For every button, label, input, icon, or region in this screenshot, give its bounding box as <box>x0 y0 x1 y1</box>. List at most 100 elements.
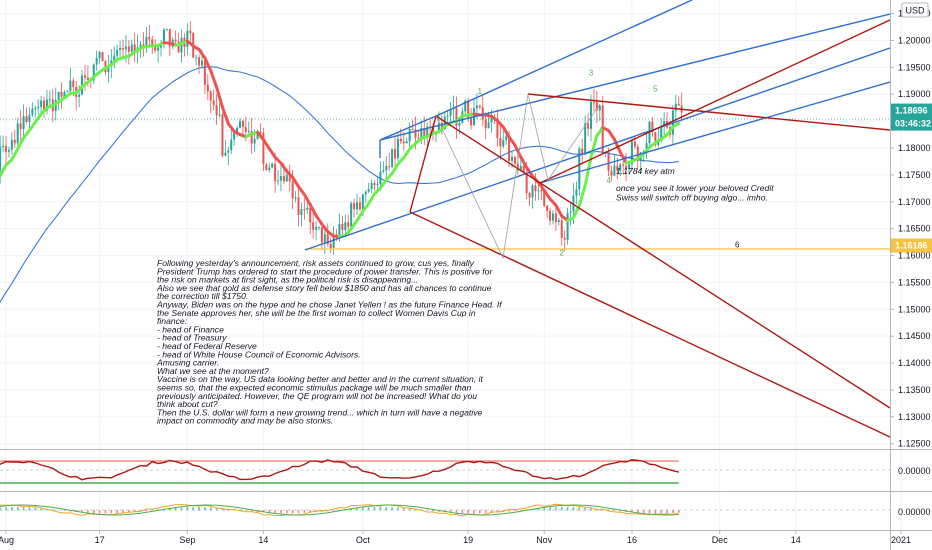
currency-badge[interactable]: USD <box>901 2 929 18</box>
candle-body <box>478 105 481 108</box>
candle-body <box>151 39 154 45</box>
candle-body <box>443 116 446 130</box>
candle-body <box>531 185 534 198</box>
main-pane[interactable] <box>0 0 890 449</box>
candle-body <box>616 165 619 171</box>
red-down-line-3 <box>527 93 891 131</box>
osc2-histogram-bar <box>204 507 206 511</box>
candle-body <box>0 146 2 171</box>
osc2-histogram-bar <box>449 510 452 513</box>
candle-body <box>195 57 198 59</box>
candle-body <box>300 209 303 215</box>
candle-body <box>674 103 677 111</box>
red-up-line-1 <box>539 19 891 184</box>
short-ma-segment <box>197 47 207 60</box>
time-tick-label: 14 <box>258 535 268 545</box>
osc2-histogram-bar <box>391 507 393 511</box>
candle-body <box>145 36 148 46</box>
candle-body <box>391 149 394 167</box>
candle-body <box>95 58 98 65</box>
candle-body <box>66 91 69 93</box>
candle-body <box>215 104 218 116</box>
price-tick-label: 1.19000 <box>898 89 931 99</box>
osc2-histogram-bar <box>572 507 575 511</box>
short-ma-segment <box>220 105 230 126</box>
candle-body <box>236 127 239 133</box>
wave-label: 3 <box>589 68 594 77</box>
candle-body <box>364 191 367 195</box>
osc2-histogram-bar <box>110 510 113 514</box>
candle-body <box>367 189 370 192</box>
candle-body <box>350 203 353 227</box>
candle-body <box>490 118 493 123</box>
blue-trend-lines[interactable] <box>304 0 891 251</box>
osc2-histogram-bar <box>274 510 276 514</box>
candle-body <box>373 183 376 186</box>
wave-label: 5 <box>653 85 658 94</box>
price-label-text: 03:46:32 <box>895 119 931 129</box>
red-trend-lines[interactable] <box>409 19 891 438</box>
key-level-note: 1.1784 key atm <box>616 166 675 176</box>
osc2-histogram-bar <box>356 507 358 511</box>
osc2-histogram-bar <box>332 510 335 511</box>
osc2-histogram-bar <box>145 510 148 512</box>
main-note-line: impact on commodity and may be also ston… <box>157 416 333 426</box>
candle-body <box>19 123 22 129</box>
candle-body <box>119 47 122 50</box>
candle-body <box>142 44 145 46</box>
candle-body <box>294 197 297 199</box>
candle-body <box>230 139 233 151</box>
candle-body <box>540 190 543 192</box>
short-ma-segment <box>33 112 43 124</box>
time-axis[interactable]: Aug17Sep14Oct19Nov16Dec14202118 <box>0 530 932 545</box>
osc2-histogram-bar <box>291 510 294 514</box>
candle-body <box>370 183 373 190</box>
candle-body <box>502 140 505 147</box>
candle-body <box>320 227 323 243</box>
candle-body <box>265 164 268 170</box>
osc2-histogram-bar <box>385 507 388 511</box>
osc2-histogram-bar <box>619 510 622 512</box>
osc2-histogram-bar <box>484 510 487 514</box>
candle-body <box>607 152 610 171</box>
osc2-histogram-bar <box>490 510 493 513</box>
short-ma-segment <box>361 201 371 213</box>
candle-body <box>657 140 660 146</box>
osc2-histogram-bar <box>28 507 31 511</box>
short-ma-segment <box>554 203 564 218</box>
main-note-line: Amusing carrier. <box>156 358 219 368</box>
candle-body <box>317 227 320 229</box>
price-axis[interactable]: 1.205001.200001.195001.190001.185001.180… <box>890 9 931 449</box>
candle-body <box>72 80 75 87</box>
osc2-histogram-bar <box>180 507 183 511</box>
candle-body <box>227 150 230 153</box>
candle-body <box>344 222 347 230</box>
time-tick-label: 19 <box>463 535 473 545</box>
candle-body <box>54 99 57 112</box>
main-note-line: finance: <box>157 316 188 326</box>
osc1-line <box>0 458 679 481</box>
osc2-histogram-bar <box>22 507 25 511</box>
osc2-histogram-bar <box>297 510 300 514</box>
candle-body <box>168 28 171 47</box>
price-tick-label: 1.17000 <box>898 197 931 207</box>
red-down-line-2 <box>409 211 891 438</box>
candle-body <box>402 141 405 144</box>
candle-body <box>326 234 329 244</box>
osc2-histogram-bar <box>467 510 469 514</box>
candle-body <box>554 213 557 223</box>
candle-body <box>306 207 309 210</box>
candle-body <box>566 213 569 240</box>
candle-body <box>625 165 628 170</box>
candle-body <box>505 136 508 141</box>
candle-body <box>200 60 203 66</box>
candle-body <box>399 138 402 142</box>
osc2-histogram-bar <box>473 510 475 514</box>
candle-body <box>203 60 206 85</box>
price-tick-label: 1.16000 <box>898 251 931 261</box>
candle-body <box>484 119 487 129</box>
osc2-histogram-bar <box>408 508 411 511</box>
side-note-line: Swiss will switch off buying algo... imh… <box>616 193 768 203</box>
osc2-histogram-bar <box>221 508 224 511</box>
